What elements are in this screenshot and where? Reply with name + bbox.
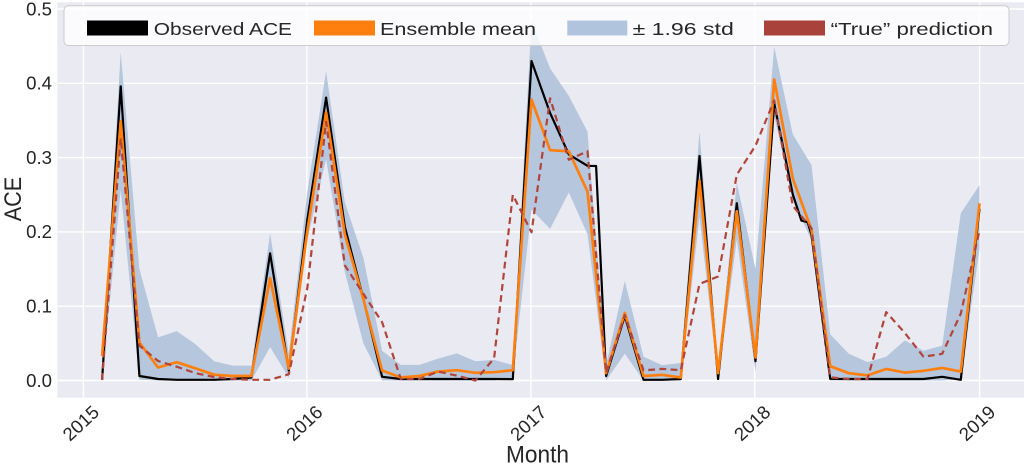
svg-text:0.1: 0.1 <box>26 296 52 317</box>
svg-text:± 1.96 std: ± 1.96 std <box>633 19 734 39</box>
svg-text:0.2: 0.2 <box>26 221 52 242</box>
svg-text:0.3: 0.3 <box>26 147 52 168</box>
svg-text:0.5: 0.5 <box>26 0 52 19</box>
svg-text:Ensemble mean: Ensemble mean <box>380 19 536 39</box>
svg-text:Observed ACE: Observed ACE <box>154 19 292 39</box>
svg-text:0.4: 0.4 <box>26 73 52 94</box>
svg-text:“True” prediction: “True” prediction <box>831 19 993 39</box>
svg-text:ACE: ACE <box>0 177 27 222</box>
svg-text:0.0: 0.0 <box>26 370 52 391</box>
svg-text:Month: Month <box>506 442 569 466</box>
